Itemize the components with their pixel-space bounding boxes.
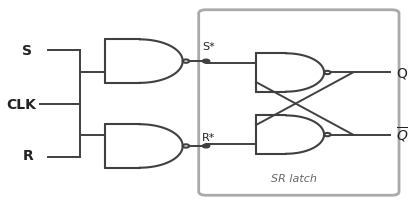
Circle shape [324, 133, 330, 137]
Text: S*: S* [202, 41, 215, 51]
Text: CLK: CLK [6, 97, 36, 111]
Text: R*: R* [202, 132, 215, 142]
Circle shape [183, 145, 189, 148]
Circle shape [183, 60, 189, 63]
Text: S: S [22, 43, 33, 57]
Circle shape [202, 144, 210, 148]
Text: SR latch: SR latch [271, 173, 317, 183]
Circle shape [324, 71, 330, 75]
Text: $\overline{Q}$: $\overline{Q}$ [396, 125, 408, 145]
Text: Q: Q [396, 66, 407, 80]
Circle shape [202, 60, 210, 64]
Text: R: R [22, 149, 33, 163]
